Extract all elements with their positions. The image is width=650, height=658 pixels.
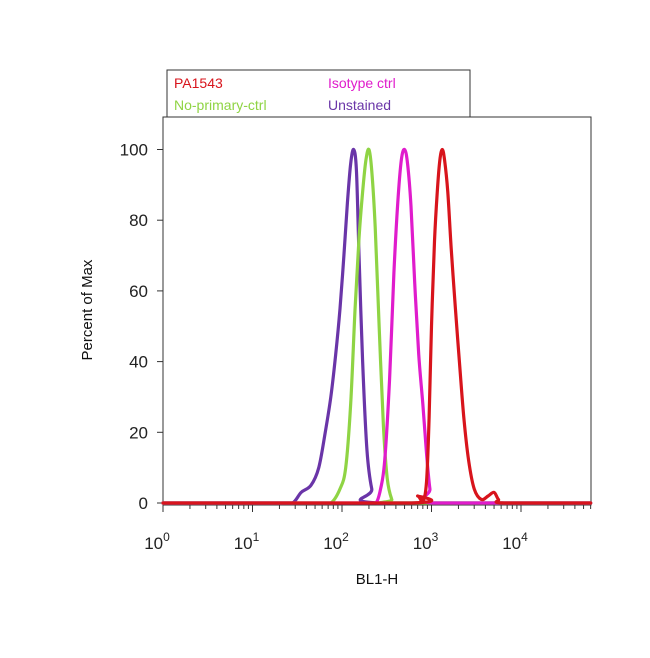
series-line-isotype-ctrl [161, 147, 593, 505]
y-tick-label: 80 [129, 211, 148, 230]
y-tick-label: 20 [129, 423, 148, 442]
legend-item-isotype-ctrl: Isotype ctrl [328, 75, 396, 91]
x-tick-label: 102 [323, 530, 349, 553]
y-tick-label: 0 [139, 494, 148, 513]
y-axis: 0 20 40 60 80 100 [120, 141, 163, 513]
x-tick-label: 100 [144, 530, 170, 553]
x-axis-title: BL1-H [356, 571, 399, 588]
legend-item-pa1543: PA1543 [174, 75, 223, 91]
x-tick-label: 103 [413, 530, 439, 553]
x-tick-label: 104 [502, 530, 528, 553]
x-tick-exponent: 2 [342, 530, 349, 544]
legend: PA1543 Isotype ctrl No-primary-ctrl Unst… [166, 69, 471, 118]
x-tick-base: 10 [234, 534, 253, 553]
series-layer [161, 147, 593, 505]
y-tick-label: 40 [129, 353, 148, 372]
x-tick-exponent: 4 [521, 530, 528, 544]
series-line-unstained [161, 147, 593, 505]
x-tick-exponent: 1 [253, 530, 260, 544]
y-tick-label: 100 [120, 141, 148, 160]
series-line-no-primary-ctrl [161, 147, 593, 505]
x-tick-exponent: 3 [432, 530, 439, 544]
plot-frame [162, 116, 592, 506]
legend-box [166, 69, 471, 118]
series-line-pa1543 [161, 147, 593, 505]
x-tick-base: 10 [502, 534, 521, 553]
y-axis-title: Percent of Max [79, 259, 96, 360]
x-tick-exponent: 0 [163, 530, 170, 544]
y-tick-label: 60 [129, 282, 148, 301]
legend-item-unstained: Unstained [328, 97, 391, 113]
x-tick-base: 10 [144, 534, 163, 553]
legend-item-no-primary-ctrl: No-primary-ctrl [174, 97, 267, 113]
x-tick-label: 101 [234, 530, 260, 553]
x-tick-base: 10 [413, 534, 432, 553]
x-tick-base: 10 [323, 534, 342, 553]
x-axis: 100 101 102 103 104 [144, 505, 592, 553]
